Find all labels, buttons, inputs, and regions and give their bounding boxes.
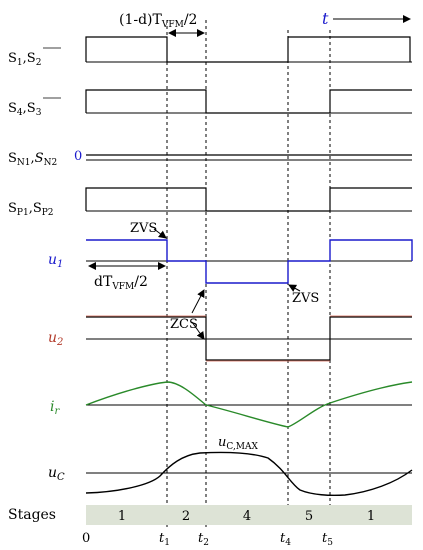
signal-label-ir: ir xyxy=(50,399,60,417)
signal-uc: uC uC,MAX xyxy=(48,435,413,497)
time-axis-labels: 0 t1 t2 t4 t5 xyxy=(82,531,333,548)
signal-label-u1: u1 xyxy=(48,252,63,270)
stage-item: 2 xyxy=(182,509,190,524)
waveform-u2-red xyxy=(86,315,412,362)
signal-label-sn: SN1,SN2 xyxy=(8,151,57,168)
waveform-u1 xyxy=(86,239,413,284)
signal-u1: u1 ZVS dTVFM/2 ZVS xyxy=(48,221,413,306)
signal-label-sp: SP1,SP2 xyxy=(8,201,54,218)
waveform-s1 xyxy=(85,36,411,63)
time-tick-label: t2 xyxy=(198,531,209,548)
time-tick-label: t5 xyxy=(322,531,333,548)
waveform-sp xyxy=(85,187,412,212)
time-tick-label: t4 xyxy=(280,531,291,548)
zcs-arrow-down xyxy=(191,321,205,340)
waveform-u2-black xyxy=(86,316,412,361)
stage-item: 5 xyxy=(305,509,313,524)
zvs-label-2: ZVS xyxy=(292,291,319,306)
time-label: t xyxy=(322,9,329,28)
signal-sp: SP1,SP2 xyxy=(8,187,412,218)
signal-u2: u2 ZCS xyxy=(48,289,412,362)
signal-label-s1-s2: S1,S2 xyxy=(8,51,41,68)
stages-bar: Stages 1 2 4 5 1 xyxy=(8,505,412,525)
time-tick-label: t1 xyxy=(159,531,170,548)
signal-s4-s3: S4,S3 xyxy=(8,89,412,118)
stage-item: 4 xyxy=(243,509,251,524)
signal-s1-s2: S1,S2 xyxy=(8,36,412,68)
stage-item: 1 xyxy=(118,509,126,524)
waveform-s4 xyxy=(85,89,412,114)
signal-sn: SN1,SN2 0 xyxy=(8,149,412,168)
stages-label: Stages xyxy=(8,507,56,523)
signal-label-s4-s3: S4,S3 xyxy=(8,101,42,118)
time-zero-label: 0 xyxy=(82,531,90,546)
zvs-arrow-2 xyxy=(288,284,301,292)
uc-max-label: uC,MAX xyxy=(218,435,259,452)
signal-label-uc: uC xyxy=(48,465,65,483)
waveform-uc xyxy=(85,451,413,497)
zero-label-sn: 0 xyxy=(74,149,82,164)
dt-label: dTVFM/2 xyxy=(94,274,148,292)
waveform-ir xyxy=(85,381,413,428)
stage-item: 1 xyxy=(367,509,375,524)
top-annotation: (1-d)TVFM/2 t xyxy=(119,9,411,37)
zvs-arrow-1 xyxy=(153,228,167,239)
signal-label-u2: u2 xyxy=(48,330,63,348)
zcs-label: ZCS xyxy=(170,317,198,332)
signal-ir: ir xyxy=(50,381,413,428)
interval-label: (1-d)TVFM/2 xyxy=(119,12,197,30)
zcs-arrow-up xyxy=(191,289,205,314)
stages-background xyxy=(86,505,412,525)
zvs-label-1: ZVS xyxy=(130,221,157,236)
